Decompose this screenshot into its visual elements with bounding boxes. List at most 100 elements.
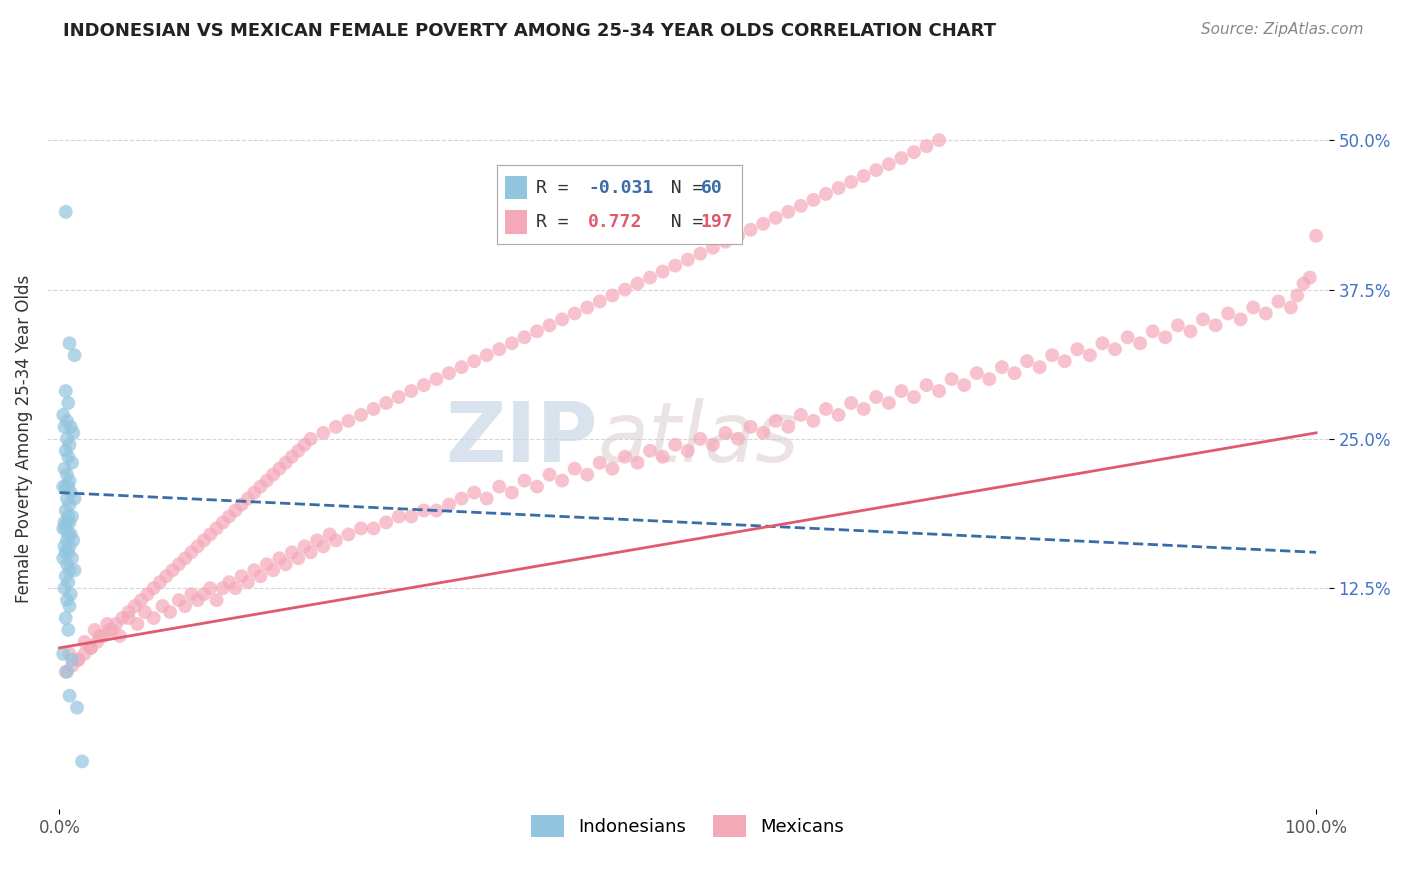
Point <box>55 443 77 458</box>
Point <box>167 593 190 607</box>
Point <box>167 558 190 572</box>
Point <box>58 509 80 524</box>
Point <box>727 228 749 243</box>
Point <box>205 521 228 535</box>
Point <box>501 485 523 500</box>
Point <box>1167 318 1189 333</box>
Point <box>55 205 77 219</box>
Point <box>67 653 90 667</box>
Point <box>375 396 398 410</box>
Point <box>827 181 849 195</box>
Text: INDONESIAN VS MEXICAN FEMALE POVERTY AMONG 25-34 YEAR OLDS CORRELATION CHART: INDONESIAN VS MEXICAN FEMALE POVERTY AMO… <box>63 22 997 40</box>
Text: -0.031: -0.031 <box>588 178 654 196</box>
Point <box>727 432 749 446</box>
Point <box>52 480 75 494</box>
Point <box>56 414 79 428</box>
Point <box>337 527 360 541</box>
Point <box>58 498 80 512</box>
Y-axis label: Female Poverty Among 25-34 Year Olds: Female Poverty Among 25-34 Year Olds <box>15 275 32 603</box>
Point <box>63 563 86 577</box>
Text: atlas: atlas <box>598 399 800 479</box>
Point <box>928 384 950 398</box>
Point <box>1040 348 1063 362</box>
Point <box>281 450 304 464</box>
Point <box>740 420 762 434</box>
Point <box>1004 366 1026 380</box>
Point <box>256 474 278 488</box>
Point <box>1229 312 1251 326</box>
Point <box>52 647 75 661</box>
Point <box>231 498 253 512</box>
Point <box>299 432 322 446</box>
Point <box>689 432 711 446</box>
Point <box>740 223 762 237</box>
Point <box>108 629 131 643</box>
Point <box>231 569 253 583</box>
Point <box>58 336 80 351</box>
Point <box>941 372 963 386</box>
Point <box>274 558 297 572</box>
Point <box>425 503 447 517</box>
Point <box>350 408 373 422</box>
Point <box>218 509 240 524</box>
Point <box>55 384 77 398</box>
Point <box>127 617 149 632</box>
Point <box>1279 301 1302 315</box>
Point <box>312 425 335 440</box>
Point <box>903 145 925 160</box>
Point <box>249 480 271 494</box>
Point <box>1267 294 1289 309</box>
Point <box>979 372 1001 386</box>
Text: 60: 60 <box>700 178 723 196</box>
Point <box>59 587 82 601</box>
Point <box>56 516 79 530</box>
Point <box>839 175 862 189</box>
Point <box>60 509 83 524</box>
Point <box>551 312 574 326</box>
Point <box>513 474 536 488</box>
Point <box>778 205 800 219</box>
Point <box>803 414 825 428</box>
Text: R =: R = <box>537 213 591 231</box>
Point <box>803 193 825 207</box>
Point <box>1216 306 1239 320</box>
Point <box>59 485 82 500</box>
Point <box>1116 330 1139 344</box>
Point <box>200 527 222 541</box>
Point <box>117 605 139 619</box>
Point <box>325 533 347 548</box>
Point <box>58 539 80 553</box>
Point <box>56 432 79 446</box>
Point <box>1254 306 1277 320</box>
Point <box>1142 324 1164 338</box>
Point <box>58 623 80 637</box>
Point <box>463 485 485 500</box>
Point <box>613 283 636 297</box>
Point <box>714 235 737 249</box>
Point <box>256 558 278 572</box>
Point <box>702 438 724 452</box>
Point <box>564 306 586 320</box>
Point <box>890 384 912 398</box>
Point <box>211 581 233 595</box>
Point <box>55 665 77 679</box>
Point <box>450 360 472 375</box>
Text: 197: 197 <box>700 213 734 231</box>
Point <box>1104 343 1126 357</box>
Point <box>59 527 82 541</box>
Point <box>318 527 340 541</box>
Point <box>1015 354 1038 368</box>
Point <box>437 498 460 512</box>
Point <box>53 516 76 530</box>
Text: ZIP: ZIP <box>446 399 598 479</box>
Point <box>1205 318 1227 333</box>
Point <box>463 354 485 368</box>
Point <box>852 169 875 183</box>
Point <box>193 533 215 548</box>
Point <box>865 390 887 404</box>
Point <box>243 563 266 577</box>
Point <box>274 456 297 470</box>
Point <box>136 587 159 601</box>
Point <box>966 366 988 380</box>
Point <box>1299 270 1322 285</box>
